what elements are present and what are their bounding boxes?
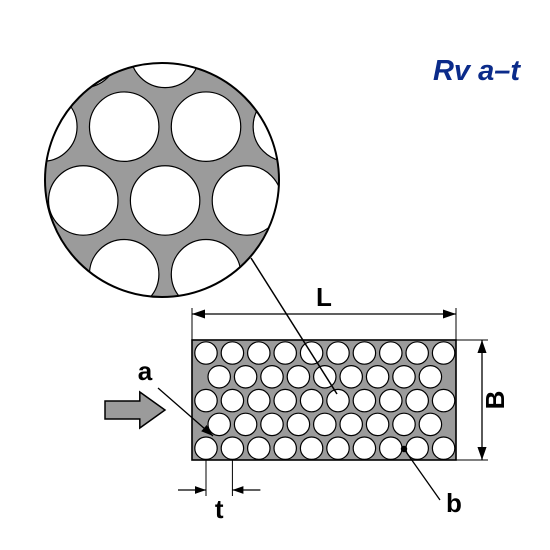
label-L: L [316, 282, 332, 312]
label-B: B [480, 391, 510, 410]
label-b: b [446, 488, 462, 518]
dimension-L [192, 308, 456, 340]
label-a: a [138, 356, 153, 386]
direction-arrow [105, 392, 165, 428]
dimension-t [178, 460, 260, 496]
label-t: t [215, 494, 224, 524]
perforated-sheet [192, 340, 456, 460]
title: Rv a–t [433, 55, 521, 87]
